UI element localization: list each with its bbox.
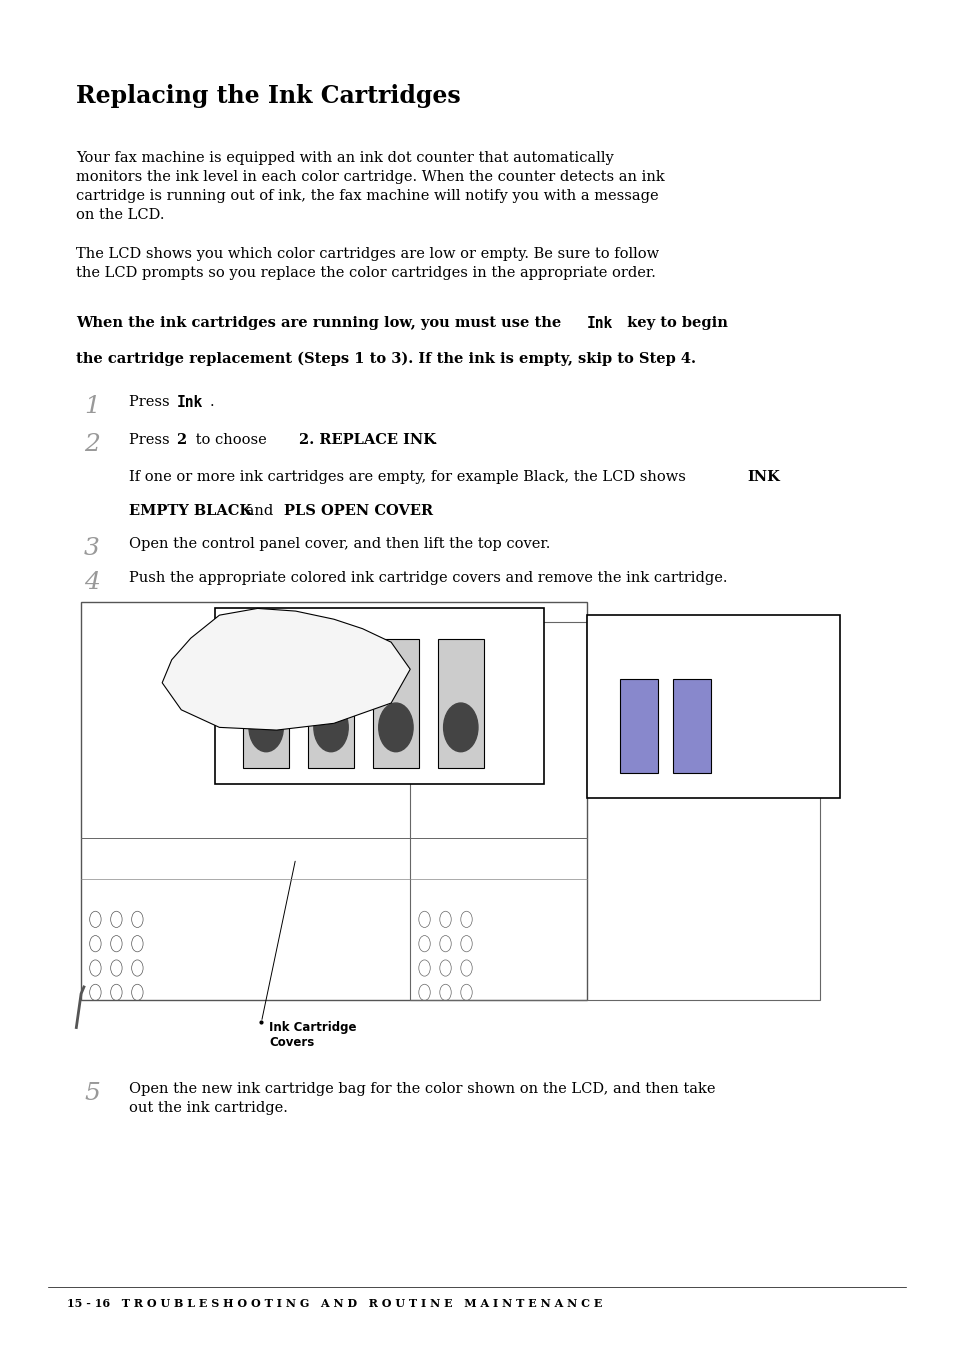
Text: Your fax machine is equipped with an ink dot counter that automatically
monitors: Your fax machine is equipped with an ink…	[76, 151, 664, 222]
Bar	[308, 639, 354, 768]
Text: 5: 5	[84, 1082, 100, 1105]
Text: 2: 2	[84, 433, 100, 456]
Text: Open the control panel cover, and then lift the top cover.: Open the control panel cover, and then l…	[129, 537, 550, 550]
Text: 4: 4	[84, 571, 100, 594]
Bar	[672, 679, 710, 773]
Bar	[619, 679, 658, 773]
Circle shape	[443, 703, 477, 752]
Text: the cartridge replacement (Steps 1 to 3). If the ink is empty, skip to Step 4.: the cartridge replacement (Steps 1 to 3)…	[76, 352, 696, 366]
Text: Push the appropriate colored ink cartridge covers and remove the ink cartridge.: Push the appropriate colored ink cartrid…	[129, 571, 726, 584]
Text: 2. REPLACE INK: 2. REPLACE INK	[298, 433, 435, 446]
Text: key to begin: key to begin	[621, 316, 727, 330]
Text: and: and	[241, 504, 278, 518]
Text: When the ink cartridges are running low, you must use the: When the ink cartridges are running low,…	[76, 316, 566, 330]
Text: Press: Press	[129, 395, 173, 408]
Bar	[81, 602, 586, 1000]
FancyBboxPatch shape	[586, 615, 839, 798]
Text: .: .	[432, 433, 436, 446]
Text: EMPTY BLACK: EMPTY BLACK	[129, 504, 252, 518]
Text: Replacing the Ink Cartridges: Replacing the Ink Cartridges	[76, 84, 460, 108]
Text: If one or more ink cartridges are empty, for example Black, the LCD shows: If one or more ink cartridges are empty,…	[129, 470, 690, 484]
Text: to choose: to choose	[191, 433, 271, 446]
Text: INK: INK	[746, 470, 779, 484]
Text: 3: 3	[84, 537, 100, 560]
Text: Ink: Ink	[176, 395, 203, 410]
Text: Ink Cartridge
Covers: Ink Cartridge Covers	[269, 1021, 356, 1049]
Text: 1: 1	[84, 395, 100, 418]
Text: 2: 2	[176, 433, 187, 446]
Text: PLS OPEN COVER: PLS OPEN COVER	[284, 504, 433, 518]
Text: The LCD shows you which color cartridges are low or empty. Be sure to follow
the: The LCD shows you which color cartridges…	[76, 247, 659, 280]
Polygon shape	[162, 608, 410, 730]
Bar	[373, 639, 418, 768]
Bar	[410, 622, 820, 1000]
Text: .: .	[210, 395, 214, 408]
Text: Press: Press	[129, 433, 173, 446]
Circle shape	[314, 703, 348, 752]
FancyBboxPatch shape	[214, 608, 543, 784]
Text: 15 - 16   T R O U B L E S H O O T I N G   A N D   R O U T I N E   M A I N T E N : 15 - 16 T R O U B L E S H O O T I N G A …	[67, 1298, 601, 1309]
Text: Ink: Ink	[586, 316, 613, 331]
Bar	[437, 639, 483, 768]
Bar	[243, 639, 289, 768]
Circle shape	[249, 703, 283, 752]
Text: Open the new ink cartridge bag for the color shown on the LCD, and then take
out: Open the new ink cartridge bag for the c…	[129, 1082, 715, 1114]
Circle shape	[378, 703, 413, 752]
